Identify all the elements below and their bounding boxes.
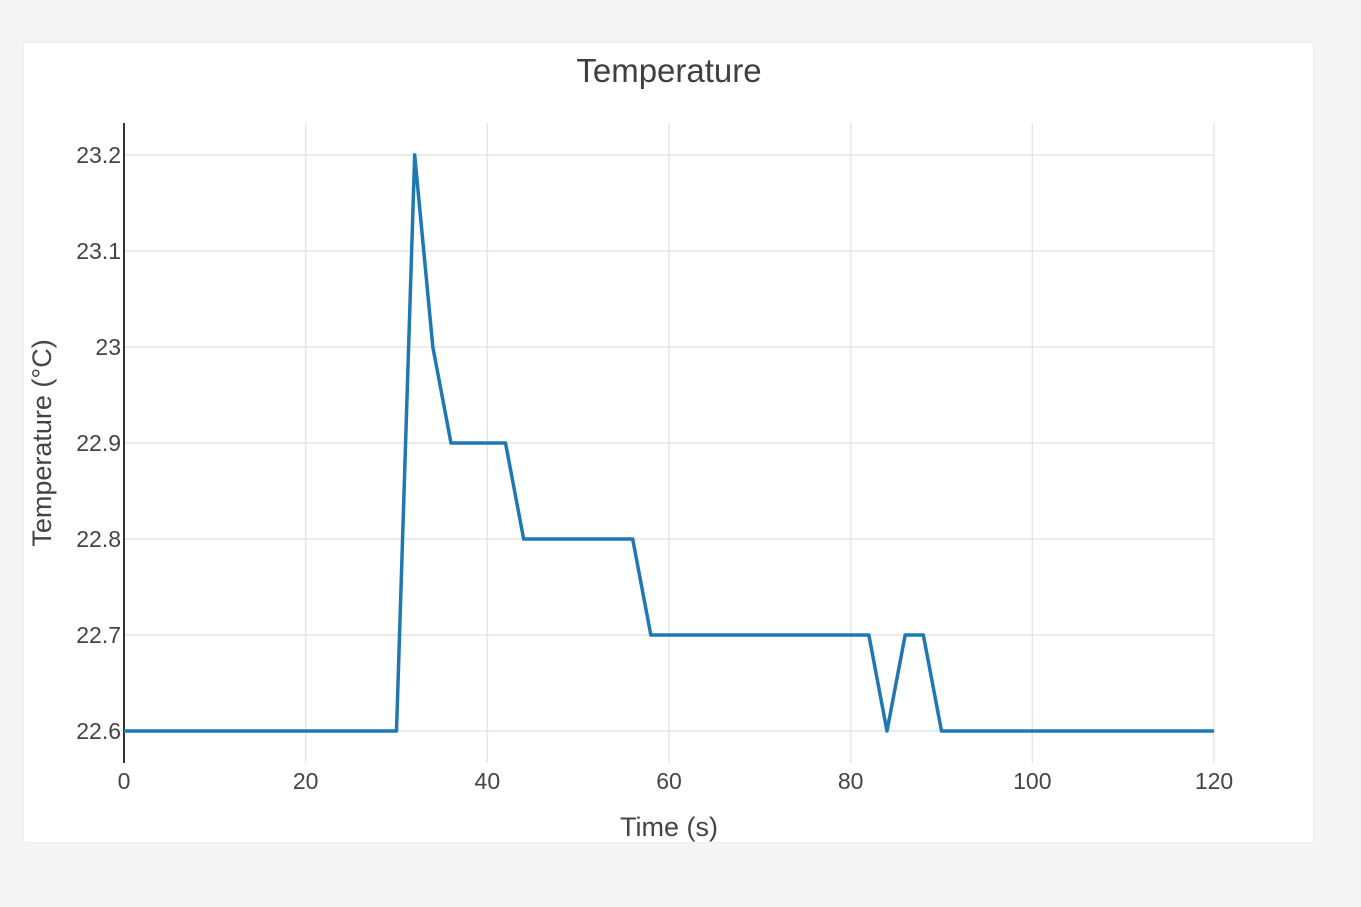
y-tick-labels: 22.6 22.7 22.8 22.9 23 23.1 23.2 xyxy=(76,142,121,744)
x-tick-label: 120 xyxy=(1195,768,1233,794)
y-tick-label: 23 xyxy=(95,334,121,360)
chart-title: Temperature xyxy=(576,52,761,89)
y-tick-label: 22.6 xyxy=(76,718,121,744)
grid-lines xyxy=(124,123,1215,763)
y-tick-label: 22.7 xyxy=(76,622,121,648)
y-tick-label: 23.1 xyxy=(76,238,121,264)
series-line xyxy=(124,153,1214,733)
y-tick-label: 22.9 xyxy=(76,430,121,456)
x-axis-title: Time (s) xyxy=(620,812,718,842)
x-tick-label: 20 xyxy=(293,768,319,794)
x-tick-label: 100 xyxy=(1013,768,1051,794)
x-tick-label: 40 xyxy=(475,768,501,794)
x-tick-labels: 0 20 40 60 80 100 120 xyxy=(118,768,1234,794)
series-group xyxy=(124,153,1214,733)
temperature-line-chart: Temperature 0 20 40 60 80 100 120 22.6 22.7 22.8… xyxy=(27,52,1234,842)
y-tick-label: 22.8 xyxy=(76,526,121,552)
y-tick-label: 23.2 xyxy=(76,142,121,168)
y-axis-title: Temperature (°C) xyxy=(27,339,57,546)
chart-card: Temperature 0 20 40 60 80 100 120 22.6 22.7 22.8… xyxy=(24,43,1313,842)
x-tick-label: 60 xyxy=(656,768,682,794)
x-tick-label: 0 xyxy=(118,768,131,794)
x-tick-label: 80 xyxy=(838,768,864,794)
